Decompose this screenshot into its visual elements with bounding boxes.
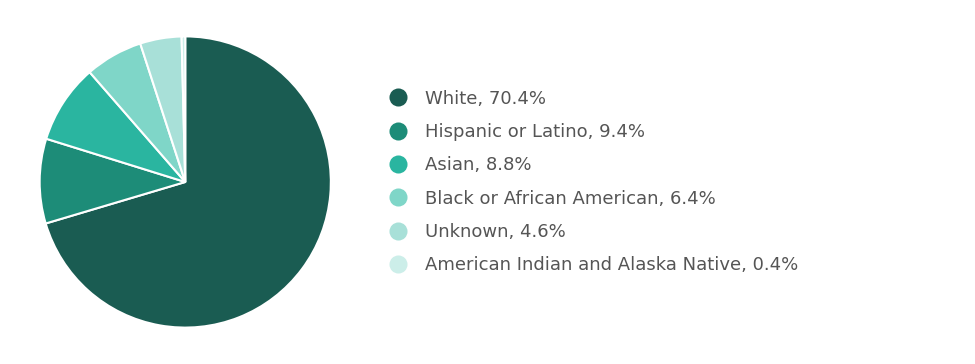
- Wedge shape: [90, 44, 185, 182]
- Legend: White, 70.4%, Hispanic or Latino, 9.4%, Asian, 8.8%, Black or African American, : White, 70.4%, Hispanic or Latino, 9.4%, …: [379, 90, 798, 274]
- Wedge shape: [46, 36, 331, 328]
- Wedge shape: [40, 139, 185, 223]
- Wedge shape: [181, 36, 185, 182]
- Wedge shape: [46, 72, 185, 182]
- Wedge shape: [140, 36, 185, 182]
